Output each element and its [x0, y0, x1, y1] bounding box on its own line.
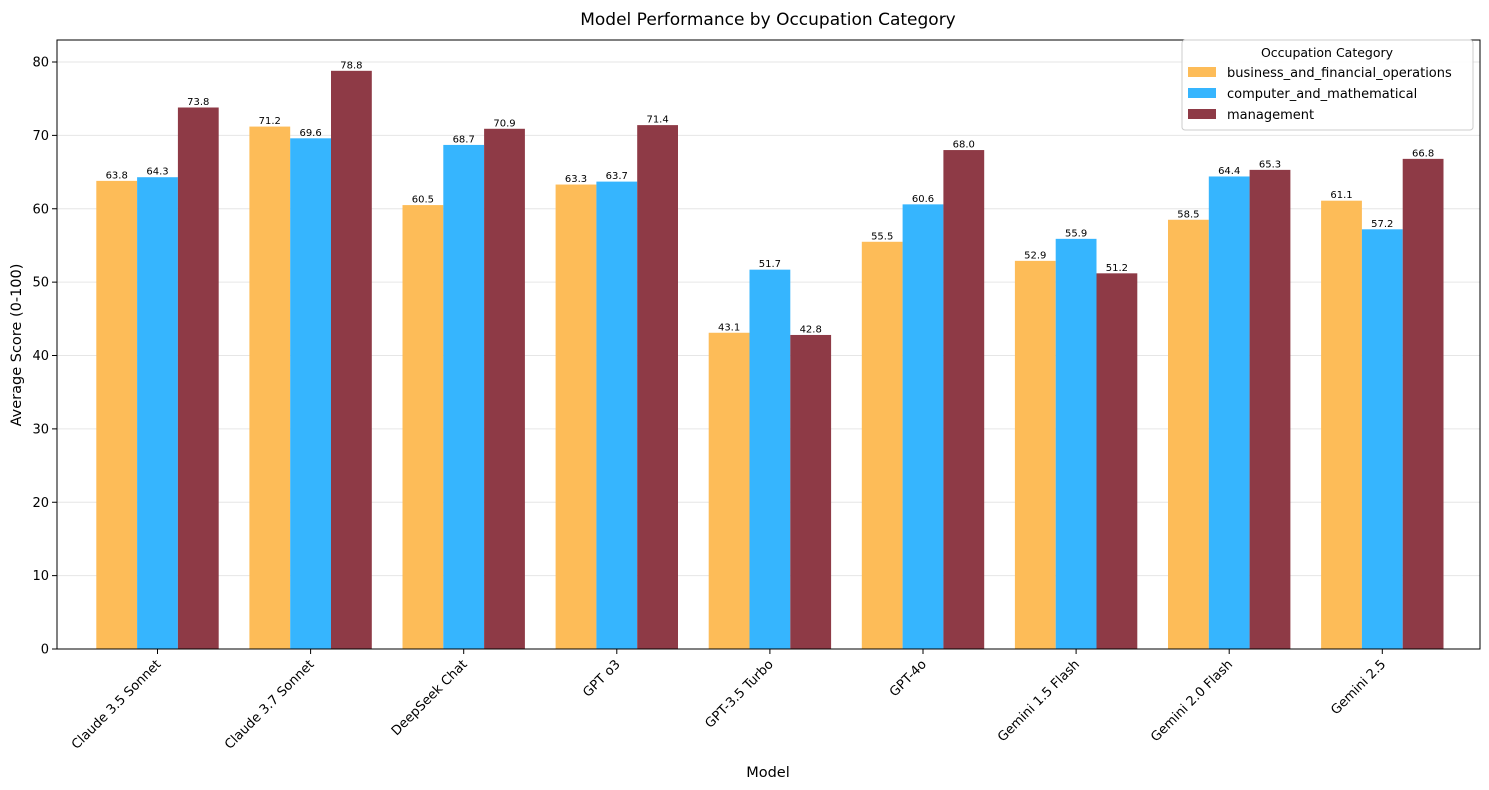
- bar-value-label: 71.4: [646, 115, 668, 126]
- bar-value-label: 63.8: [106, 170, 128, 181]
- bar-value-label: 63.7: [606, 171, 628, 182]
- y-tick-label: 40: [32, 349, 49, 364]
- x-axis-label: Model: [746, 765, 790, 781]
- x-tick-label: GPT-4o: [887, 657, 930, 700]
- bar-value-label: 61.1: [1330, 190, 1352, 201]
- legend-label: business_and_financial_operations: [1227, 66, 1452, 81]
- bar-management: [484, 128, 525, 649]
- bar-value-label: 52.9: [1024, 250, 1046, 261]
- bar-management: [331, 70, 372, 649]
- bar-value-label: 66.8: [1412, 148, 1434, 159]
- bar-value-label: 68.0: [953, 140, 975, 151]
- bar-computer-and-mathematical: [596, 181, 638, 649]
- bar-value-label: 69.6: [299, 128, 321, 139]
- x-tick-label: Claude 3.5 Sonnet: [69, 657, 164, 752]
- legend-label: computer_and_mathematical: [1227, 87, 1417, 102]
- bar-computer-and-mathematical: [1361, 229, 1403, 649]
- bar-value-label: 78.8: [340, 60, 362, 71]
- y-tick-label: 20: [32, 496, 49, 511]
- y-tick-label: 70: [32, 129, 49, 144]
- legend-swatch: [1188, 109, 1216, 119]
- bar-business-and-financial-operations: [1321, 200, 1362, 649]
- y-tick-label: 60: [32, 202, 49, 217]
- y-tick-label: 80: [32, 56, 49, 71]
- bar-value-label: 70.9: [493, 118, 515, 129]
- bar-business-and-financial-operations: [96, 180, 138, 649]
- bars: [96, 70, 1444, 650]
- bar-value-label: 42.8: [800, 324, 822, 335]
- legend-label: management: [1227, 108, 1314, 123]
- bar-business-and-financial-operations: [249, 126, 291, 650]
- bar-management: [790, 334, 832, 649]
- y-tick-label: 10: [32, 569, 49, 584]
- bar-business-and-financial-operations: [708, 332, 750, 649]
- bar-business-and-financial-operations: [1014, 260, 1056, 649]
- x-tick-label: GPT-3.5 Turbo: [703, 657, 777, 731]
- x-axis: Claude 3.5 Sonnet Claude 3.7 Sonnet DeepSe…: [69, 649, 1389, 753]
- bar-computer-and-mathematical: [749, 269, 791, 649]
- bar-value-label: 68.7: [453, 134, 475, 145]
- bar-business-and-financial-operations: [1168, 219, 1209, 649]
- legend-title: Occupation Category: [1261, 45, 1394, 60]
- bar-value-label: 58.5: [1177, 209, 1199, 220]
- legend-swatch: [1188, 88, 1216, 98]
- bar-value-label: 57.2: [1371, 219, 1393, 230]
- bar-management: [1249, 169, 1291, 649]
- x-tick-label: Gemini 2.5: [1328, 657, 1389, 718]
- y-axis-label: Average Score (0-100): [9, 264, 25, 427]
- legend: Occupation Category business_and_financi…: [1181, 39, 1474, 131]
- bar-value-label: 51.2: [1106, 263, 1128, 274]
- bar-value-label: 51.7: [759, 259, 781, 270]
- x-tick-label: Gemini 1.5 Flash: [995, 657, 1083, 745]
- bar-computer-and-mathematical: [1208, 176, 1250, 649]
- bar-computer-and-mathematical: [443, 144, 485, 649]
- bar-computer-and-mathematical: [137, 177, 178, 649]
- bar-business-and-financial-operations: [861, 241, 903, 650]
- bar-computer-and-mathematical: [902, 204, 944, 649]
- bar-value-label: 60.6: [912, 194, 934, 205]
- y-axis: 0 10 20 30 40 50 60 70 80: [32, 56, 57, 658]
- bar-value-label: 63.3: [565, 174, 587, 185]
- bar-management: [1402, 158, 1444, 650]
- y-tick-label: 30: [32, 422, 49, 437]
- bar-management: [637, 125, 678, 649]
- legend-swatch: [1188, 67, 1216, 77]
- bar-value-label: 73.8: [187, 97, 209, 108]
- bar-business-and-financial-operations: [402, 205, 444, 649]
- x-tick-label: Claude 3.7 Sonnet: [222, 657, 317, 752]
- bar-business-and-financial-operations: [555, 184, 597, 649]
- bar-management: [1096, 273, 1138, 649]
- bar-value-label: 43.1: [718, 322, 740, 333]
- x-tick-label: DeepSeek Chat: [389, 657, 471, 739]
- legend-box: [1181, 39, 1474, 131]
- bar-computer-and-mathematical: [290, 138, 331, 649]
- data-labels: 63.8 64.3 73.8 71.2 69.6 78.8 60.5 68.7 70.9 63.3…: [106, 60, 1435, 335]
- bar-value-label: 71.2: [259, 116, 281, 127]
- plot-frame: [56, 39, 1481, 650]
- x-tick-label: Gemini 2.0 Flash: [1148, 657, 1236, 745]
- y-tick-label: 0: [41, 643, 49, 658]
- bar-value-label: 55.5: [871, 231, 893, 242]
- bar-value-label: 64.3: [146, 167, 168, 178]
- bar-computer-and-mathematical: [1055, 238, 1097, 649]
- x-tick-label: GPT o3: [580, 657, 623, 700]
- chart-title: Model Performance by Occupation Category: [580, 10, 956, 30]
- bar-value-label: 64.4: [1218, 166, 1240, 177]
- bar-management: [943, 150, 985, 649]
- y-tick-label: 50: [32, 276, 49, 291]
- bar-value-label: 65.3: [1259, 159, 1281, 170]
- bar-management: [177, 107, 219, 650]
- bar-value-label: 60.5: [412, 195, 434, 206]
- bar-value-label: 55.9: [1065, 228, 1087, 239]
